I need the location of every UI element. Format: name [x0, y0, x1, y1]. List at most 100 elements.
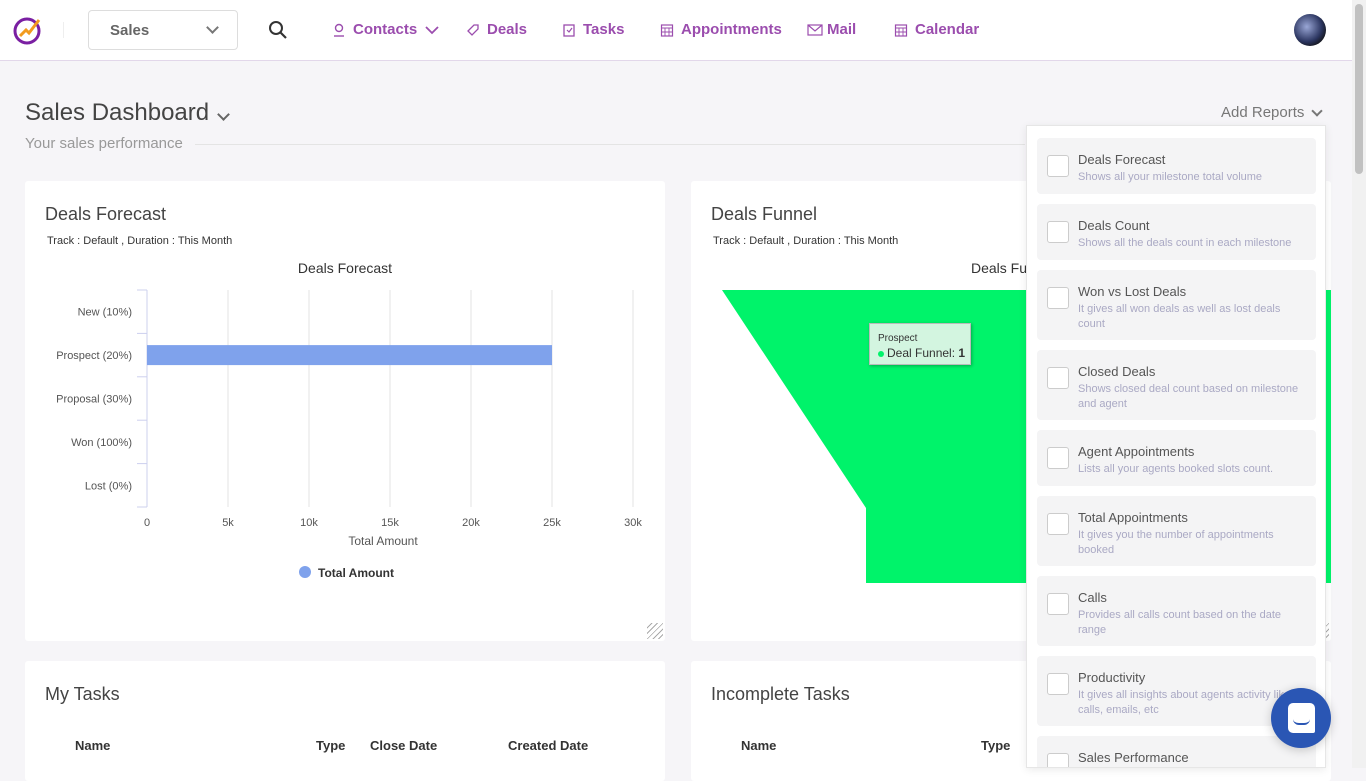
card-meta: Track : Default , Duration : This Month — [713, 235, 899, 247]
report-label: Calls — [1078, 590, 1107, 605]
nav-label: Tasks — [583, 21, 625, 38]
add-reports-button[interactable]: Add Reports — [1221, 104, 1305, 121]
chart-title: Deals Fu — [971, 260, 1028, 276]
nav-deals[interactable]: Deals — [466, 21, 527, 38]
chat-icon — [1288, 703, 1315, 733]
x-tick-label: 5k — [222, 517, 234, 529]
column-header[interactable]: Close Date — [370, 738, 438, 753]
chat-smile — [1293, 719, 1310, 725]
report-option[interactable]: Total Appointments It gives you the numbe… — [1037, 496, 1316, 566]
page-subtitle: Your sales performance — [25, 135, 183, 152]
report-checkbox[interactable] — [1047, 447, 1069, 469]
report-label: Deals Forecast — [1078, 152, 1166, 167]
report-option[interactable]: Calls Provides all calls count based on t… — [1037, 576, 1316, 646]
report-description: Lists all your agents booked slots count… — [1078, 463, 1274, 475]
resize-handle[interactable] — [647, 623, 663, 639]
report-option[interactable]: Won vs Lost Deals It gives all won deals … — [1037, 270, 1316, 340]
divider — [63, 22, 64, 38]
chevron-down-icon[interactable] — [217, 108, 230, 121]
report-option[interactable]: Deals Forecast Shows all your milestone t… — [1037, 138, 1316, 194]
report-label: Won vs Lost Deals — [1078, 284, 1187, 299]
nav-calendar[interactable]: Calendar — [894, 21, 979, 38]
report-description: It gives all insights about agents activ… — [1078, 689, 1291, 716]
column-header[interactable]: Created Date — [508, 738, 589, 753]
chevron-down-icon — [206, 21, 219, 34]
report-checkbox[interactable] — [1047, 673, 1069, 695]
report-label: Closed Deals — [1078, 364, 1156, 379]
report-description: It gives all won deals as well as lost d… — [1078, 303, 1281, 330]
legend-marker — [299, 566, 311, 578]
report-checkbox[interactable] — [1047, 287, 1069, 309]
app-logo[interactable] — [12, 14, 44, 46]
column-header[interactable]: Type — [316, 738, 346, 753]
report-option[interactable]: Productivity It gives all insights about … — [1037, 656, 1316, 726]
nav-appointments[interactable]: Appointments — [660, 21, 782, 38]
page-title: Sales Dashboard — [25, 99, 210, 126]
nav-tasks[interactable]: Tasks — [562, 21, 624, 38]
nav-contacts[interactable]: Contacts — [332, 21, 440, 38]
x-axis-label: Total Amount — [348, 534, 418, 548]
y-tick-label: Lost (0%) — [85, 480, 132, 492]
report-checkbox[interactable] — [1047, 513, 1069, 535]
card-title: Deals Forecast — [45, 204, 167, 224]
scrollbar-thumb[interactable] — [1355, 4, 1363, 174]
report-option[interactable]: Sales Performance — [1037, 736, 1316, 767]
report-checkbox[interactable] — [1047, 367, 1069, 389]
card-title: Incomplete Tasks — [711, 684, 850, 704]
report-description: Provides all calls count based on the da… — [1078, 609, 1282, 636]
report-label: Total Appointments — [1078, 510, 1188, 525]
x-tick-label: 15k — [381, 517, 399, 529]
report-label: Agent Appointments — [1078, 444, 1195, 459]
nav-label: Mail — [827, 21, 857, 38]
y-tick-label: Proposal (30%) — [56, 394, 132, 406]
legend-label: Total Amount — [318, 566, 394, 580]
avatar[interactable] — [1294, 14, 1326, 46]
tooltip-category: Prospect — [878, 333, 918, 344]
task-icon — [563, 23, 575, 37]
top-navbar: Sales Contacts Deals Tasks Appointments … — [0, 0, 1352, 61]
column-header[interactable]: Name — [741, 738, 777, 753]
mail-icon — [807, 23, 823, 36]
report-option[interactable]: Deals Count Shows all the deals count in … — [1037, 204, 1316, 260]
report-checkbox[interactable] — [1047, 221, 1069, 243]
column-header[interactable]: Name — [75, 738, 111, 753]
workspace-select[interactable]: Sales — [88, 10, 238, 50]
y-tick-label: Prospect (20%) — [56, 350, 132, 362]
deals-forecast-card: Deals Forecast Track : Default , Duratio… — [25, 181, 665, 641]
divider — [195, 144, 1025, 145]
x-tick-label: 30k — [624, 517, 642, 529]
tag-icon — [467, 23, 479, 36]
nav-label: Appointments — [681, 21, 782, 38]
nav-mail[interactable]: Mail — [807, 21, 856, 38]
column-header[interactable]: Type — [981, 738, 1011, 753]
report-description: Shows closed deal count based on milesto… — [1078, 383, 1299, 410]
report-option[interactable]: Agent Appointments Lists all your agents … — [1037, 430, 1316, 486]
chart-title: Deals Forecast — [298, 260, 392, 276]
report-checkbox[interactable] — [1047, 753, 1069, 767]
my-tasks-card: My Tasks Name Type Close Date Created Da… — [25, 661, 665, 781]
search-icon[interactable] — [268, 20, 288, 40]
tooltip-value: 1 — [958, 346, 966, 360]
workspace-label: Sales — [110, 22, 150, 39]
nav-label: Deals — [487, 21, 528, 38]
user-icon — [334, 23, 344, 37]
chevron-down-icon — [425, 25, 439, 34]
deals-forecast-chart: Deals Forecast 0 5k 10k 15k 20k 25k 30k New (10%… — [56, 260, 642, 580]
chat-launcher-button[interactable] — [1271, 688, 1331, 748]
report-description: It gives you the number of appointments … — [1078, 529, 1274, 556]
card-meta: Track : Default , Duration : This Month — [47, 235, 233, 247]
report-label: Deals Count — [1078, 218, 1150, 233]
x-tick-label: 10k — [300, 517, 318, 529]
report-label: Sales Performance — [1078, 750, 1189, 765]
report-option[interactable]: Closed Deals Shows closed deal count base… — [1037, 350, 1316, 420]
y-tick-label: Won (100%) — [71, 437, 132, 449]
add-reports-dropdown: Deals Forecast Shows all your milestone t… — [1026, 125, 1326, 768]
report-description: Shows all the deals count in each milest… — [1078, 237, 1292, 249]
calendar-icon — [894, 23, 908, 37]
bar-1 — [147, 345, 552, 366]
report-checkbox[interactable] — [1047, 593, 1069, 615]
page-scrollbar[interactable] — [1352, 0, 1366, 768]
chevron-down-icon[interactable] — [1311, 105, 1323, 117]
x-tick-label: 25k — [543, 517, 561, 529]
report-checkbox[interactable] — [1047, 155, 1069, 177]
